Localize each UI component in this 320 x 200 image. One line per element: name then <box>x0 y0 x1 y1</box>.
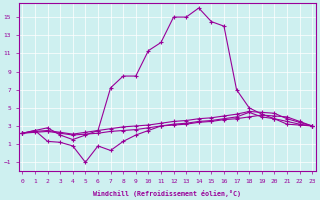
X-axis label: Windchill (Refroidissement éolien,°C): Windchill (Refroidissement éolien,°C) <box>93 190 241 197</box>
